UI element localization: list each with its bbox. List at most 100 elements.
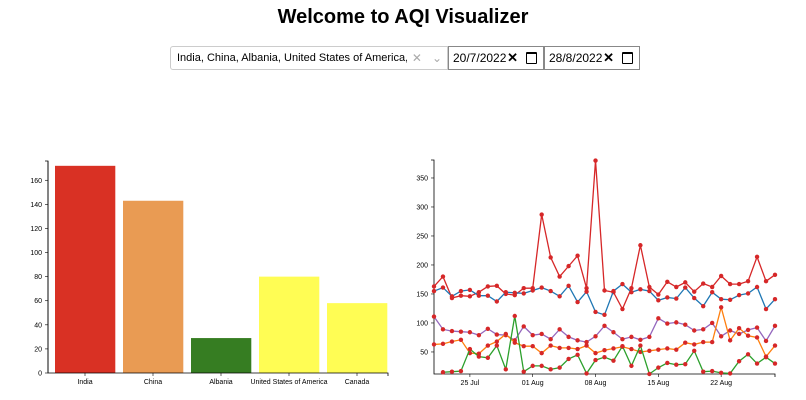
data-point: [665, 295, 670, 300]
data-point: [718, 273, 724, 279]
y-tick-label: 40: [34, 322, 42, 329]
data-point: [440, 274, 446, 279]
country-select[interactable]: India, China, Albania, United States of …: [170, 46, 448, 70]
data-point: [476, 293, 482, 298]
chevron-down-icon[interactable]: ⌄: [431, 51, 442, 65]
data-point: [674, 320, 679, 325]
y-tick-label: 50: [420, 349, 428, 356]
data-point: [763, 354, 769, 360]
data-point: [736, 359, 742, 364]
data-point: [692, 348, 697, 354]
data-point: [440, 370, 446, 375]
data-point: [602, 312, 607, 318]
data-point: [656, 316, 661, 321]
data-point: [530, 332, 535, 338]
data-point: [449, 294, 455, 299]
data-point: [566, 283, 571, 289]
data-point: [584, 343, 589, 348]
data-point: [709, 284, 715, 290]
series-line-2: [433, 316, 776, 343]
data-point: [458, 288, 464, 294]
data-point: [494, 343, 500, 348]
data-point: [476, 354, 482, 359]
data-point: [548, 367, 553, 372]
data-point: [638, 287, 643, 292]
data-point: [736, 325, 742, 331]
data-point: [665, 321, 670, 326]
start-date-input[interactable]: 20/7/2022 ✕: [448, 46, 544, 70]
data-point: [449, 369, 455, 374]
end-date-input[interactable]: 28/8/2022 ✕: [544, 46, 640, 70]
y-tick-label: 120: [30, 226, 42, 233]
data-point: [449, 295, 455, 301]
data-point: [539, 350, 544, 356]
x-tick-label: 25 Jul: [461, 380, 480, 387]
data-point: [754, 284, 760, 290]
filter-controls: India, China, Albania, United States of …: [170, 46, 640, 70]
data-point: [467, 287, 473, 293]
data-point: [575, 352, 580, 358]
bar-canada: [327, 303, 388, 373]
data-point: [683, 285, 688, 290]
x-tick-label: 08 Aug: [585, 380, 607, 387]
data-point: [548, 337, 553, 342]
page-title: Welcome to AQI Visualizer: [277, 6, 529, 28]
data-point: [745, 352, 751, 357]
close-icon[interactable]: ✕: [411, 51, 422, 65]
data-point: [584, 339, 589, 345]
data-point: [602, 288, 607, 293]
y-tick-label: 100: [30, 250, 42, 257]
clear-start-date-icon[interactable]: ✕: [507, 50, 518, 65]
data-point: [727, 338, 733, 343]
data-point: [701, 281, 706, 286]
data-point: [629, 285, 634, 291]
data-point: [485, 355, 491, 360]
data-point: [485, 293, 491, 298]
data-point: [530, 288, 535, 293]
data-point: [539, 331, 544, 337]
data-point: [709, 368, 715, 374]
calendar-icon[interactable]: [622, 52, 633, 64]
data-point: [674, 362, 679, 367]
data-point: [683, 361, 688, 367]
data-point: [494, 339, 500, 344]
data-point: [530, 363, 535, 369]
data-point: [566, 263, 571, 269]
data-point: [458, 293, 464, 298]
y-tick-label: 300: [416, 204, 428, 211]
data-point: [692, 289, 697, 294]
data-point: [638, 243, 643, 248]
data-point: [727, 328, 733, 333]
data-point: [521, 343, 526, 349]
data-point: [647, 348, 652, 354]
data-point: [629, 363, 634, 369]
data-point: [656, 347, 661, 352]
clear-end-date-icon[interactable]: ✕: [603, 50, 614, 65]
data-point: [512, 340, 517, 345]
data-point: [584, 289, 589, 294]
data-point: [772, 296, 778, 302]
data-point: [638, 337, 643, 342]
data-point: [629, 334, 634, 340]
calendar-icon[interactable]: [526, 52, 537, 64]
axes: [431, 159, 776, 377]
data-point: [647, 284, 652, 290]
data-point: [440, 327, 446, 332]
data-point: [709, 339, 715, 345]
data-point: [575, 253, 580, 258]
bar-chart: India China Albania United States of Americ…: [30, 160, 389, 386]
data-point: [674, 296, 679, 301]
data-point: [745, 291, 751, 296]
data-point: [701, 327, 706, 332]
x-tick-label: China: [144, 379, 162, 386]
data-point: [763, 306, 769, 312]
data-point: [557, 294, 562, 299]
data-point: [440, 341, 446, 347]
series-line-0: [433, 160, 776, 311]
data-point: [736, 281, 742, 287]
data-point: [575, 299, 580, 305]
data-point: [683, 322, 688, 327]
data-point: [458, 329, 464, 334]
data-point: [638, 343, 643, 348]
data-point: [521, 285, 526, 291]
